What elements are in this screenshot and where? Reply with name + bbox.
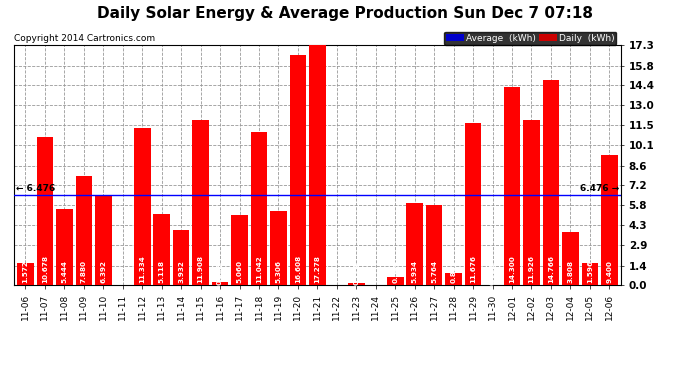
Text: 5.764: 5.764 xyxy=(431,260,437,283)
Bar xyxy=(250,132,267,285)
Text: 5.060: 5.060 xyxy=(237,260,243,283)
Text: 0.882: 0.882 xyxy=(451,260,457,283)
Text: 5.444: 5.444 xyxy=(61,260,68,283)
Bar xyxy=(465,123,482,285)
Bar xyxy=(212,282,228,285)
Bar xyxy=(387,278,404,285)
Text: ← 6.476: ← 6.476 xyxy=(16,184,55,193)
Text: 0.124: 0.124 xyxy=(353,262,359,285)
Legend: Average  (kWh), Daily  (kWh): Average (kWh), Daily (kWh) xyxy=(444,32,616,45)
Bar xyxy=(309,45,326,285)
Bar xyxy=(153,214,170,285)
Bar xyxy=(134,128,150,285)
Text: 5.934: 5.934 xyxy=(412,260,417,283)
Bar xyxy=(17,263,34,285)
Text: 11.334: 11.334 xyxy=(139,255,146,283)
Bar xyxy=(523,120,540,285)
Text: 5.118: 5.118 xyxy=(159,260,165,283)
Text: 3.808: 3.808 xyxy=(567,260,573,283)
Text: 14.300: 14.300 xyxy=(509,255,515,283)
Text: 6.392: 6.392 xyxy=(100,260,106,283)
Text: 6.476 →: 6.476 → xyxy=(580,184,619,193)
Text: 0.248: 0.248 xyxy=(217,262,223,285)
Bar xyxy=(290,55,306,285)
Text: 3.932: 3.932 xyxy=(178,260,184,283)
Text: 5.306: 5.306 xyxy=(275,260,282,283)
Bar xyxy=(193,120,209,285)
Bar xyxy=(445,273,462,285)
Text: 11.676: 11.676 xyxy=(470,255,476,283)
Text: 0.544: 0.544 xyxy=(392,260,398,283)
Bar xyxy=(582,263,598,285)
Bar xyxy=(426,205,442,285)
Bar xyxy=(95,196,112,285)
Text: 0.032: 0.032 xyxy=(489,262,495,285)
Text: 11.042: 11.042 xyxy=(256,255,262,283)
Bar xyxy=(601,154,618,285)
Bar xyxy=(76,176,92,285)
Text: 1.596: 1.596 xyxy=(587,260,593,283)
Text: 16.608: 16.608 xyxy=(295,255,301,283)
Text: 11.908: 11.908 xyxy=(197,255,204,283)
Text: 1.572: 1.572 xyxy=(23,260,28,283)
Text: 14.766: 14.766 xyxy=(548,255,554,283)
Bar xyxy=(173,231,190,285)
Bar xyxy=(348,283,364,285)
Text: 9.400: 9.400 xyxy=(607,260,612,283)
Bar xyxy=(56,210,72,285)
Text: Daily Solar Energy & Average Production Sun Dec 7 07:18: Daily Solar Energy & Average Production … xyxy=(97,6,593,21)
Bar xyxy=(37,137,53,285)
Bar xyxy=(406,202,423,285)
Text: 11.926: 11.926 xyxy=(529,255,535,283)
Bar xyxy=(504,87,520,285)
Bar xyxy=(562,232,579,285)
Bar xyxy=(542,80,559,285)
Text: 17.278: 17.278 xyxy=(315,255,320,283)
Text: 7.880: 7.880 xyxy=(81,260,87,283)
Bar xyxy=(270,211,287,285)
Bar xyxy=(231,215,248,285)
Text: Copyright 2014 Cartronics.com: Copyright 2014 Cartronics.com xyxy=(14,34,155,43)
Text: 10.678: 10.678 xyxy=(42,255,48,283)
